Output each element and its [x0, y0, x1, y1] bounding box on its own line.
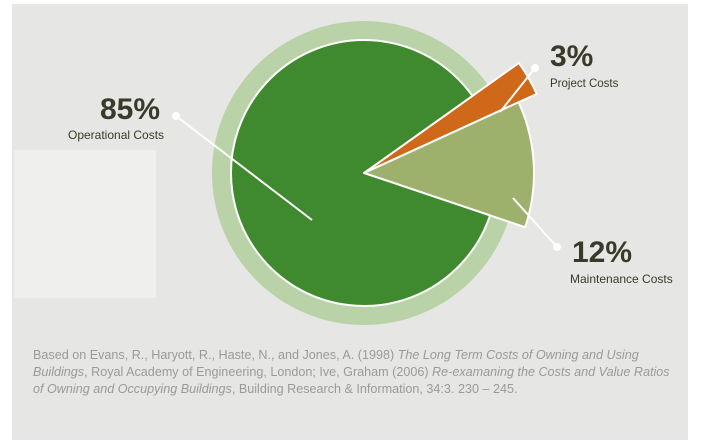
leader-lines	[172, 64, 561, 251]
citation-suffix: , Building Research & Information, 34:3.…	[231, 382, 518, 396]
operational-percent: 85%	[100, 93, 160, 126]
citation-title-1: The Long Term Costs of Owning and Using …	[33, 348, 639, 379]
maintenance-label: Maintenance Costs	[570, 272, 673, 286]
leader-dot	[531, 64, 539, 72]
operational-label: Operational Costs	[68, 128, 164, 142]
pie-slice-operational-costs	[230, 39, 492, 307]
pie-slice-maintenance-costs	[363, 101, 535, 229]
pie-slices	[230, 39, 538, 307]
project-percent: 3%	[550, 40, 593, 73]
leader-dot	[172, 112, 180, 120]
project-label: Project Costs	[550, 78, 619, 90]
citation-title-2: Re-examaning the Costs and Value Ratios …	[33, 365, 670, 396]
maintenance-percent: 12%	[572, 236, 632, 269]
source-citation: Based on Evans, R., Haryott, R., Haste, …	[33, 347, 673, 398]
leader-dot	[553, 243, 561, 251]
side-panel	[14, 150, 156, 298]
citation-prefix: Based on Evans, R., Haryott, R., Haste, …	[33, 348, 398, 362]
pie-slice-project-costs	[363, 61, 538, 174]
leader-line	[175, 115, 313, 221]
leader-line	[512, 197, 558, 248]
leader-line	[499, 67, 536, 113]
citation-mid: , Royal Academy of Engineering, London; …	[84, 365, 433, 379]
